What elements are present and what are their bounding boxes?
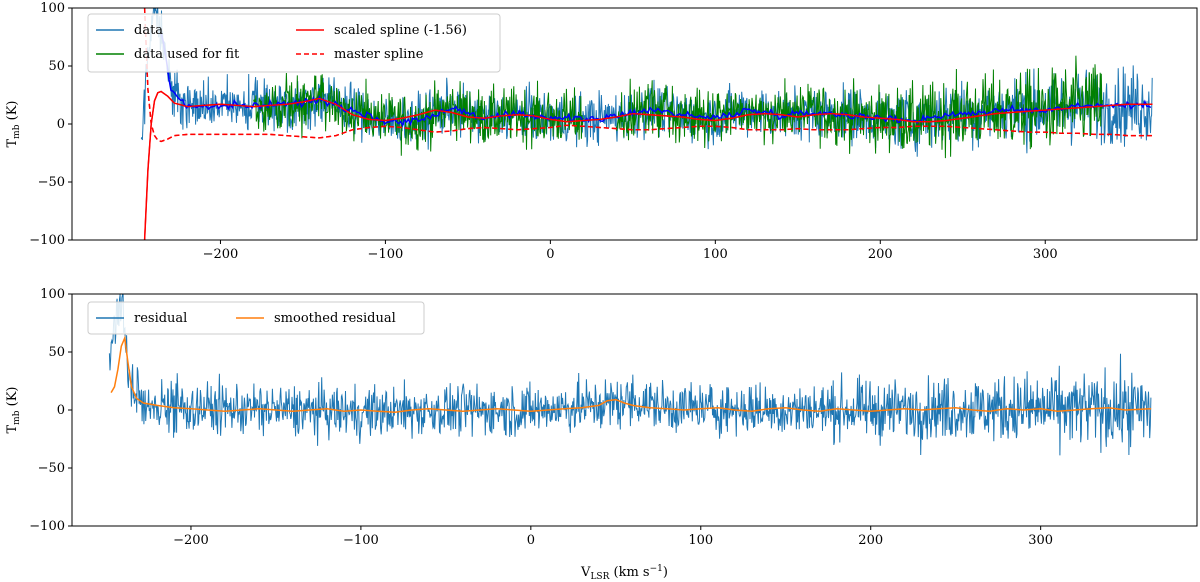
y-tick-label: 0: [57, 117, 65, 132]
plot-area: [108, 294, 1152, 456]
y-tick-label: 50: [48, 345, 65, 360]
y-tick-label: 0: [57, 403, 65, 418]
x-tick-label: 200: [868, 247, 893, 262]
legend-label: scaled spline (-1.56): [334, 23, 467, 38]
y-tick-label: −100: [29, 233, 65, 248]
series-residual: [108, 294, 1152, 456]
x-tick-label: 300: [1033, 247, 1058, 262]
x-tick-label: 300: [1028, 533, 1053, 548]
y-tick-label: 100: [40, 287, 65, 302]
series-data-used-for-fit-segment: [253, 72, 584, 156]
series-data-used-for-fit-segment: [615, 55, 1103, 159]
x-tick-label: 0: [527, 533, 535, 548]
legend-label: residual: [134, 311, 187, 326]
legend-label: data: [134, 23, 163, 38]
legend-label: data used for fit: [134, 47, 240, 62]
x-tick-label: −100: [343, 533, 379, 548]
x-tick-label: 200: [858, 533, 883, 548]
x-tick-label: −200: [203, 247, 239, 262]
x-tick-label: 100: [703, 247, 728, 262]
smoothed-data-line: [160, 33, 1152, 128]
x-axis-label: VLSR (km s−1): [580, 564, 668, 582]
y-tick-label: −100: [29, 519, 65, 534]
legend-label: master spline: [334, 47, 424, 62]
x-tick-label: −200: [173, 533, 209, 548]
x-tick-label: 100: [688, 533, 713, 548]
legend-label: smoothed residual: [274, 311, 396, 326]
legend-box: [87, 13, 501, 73]
plot-area: [140, 8, 1153, 240]
y-tick-label: 50: [48, 59, 65, 74]
top-panel: −200 −100 0 100 200 300 100 50 0 −50 −100 Tmb (K) da…: [5, 1, 1198, 262]
legend: residual smoothed residual: [87, 301, 425, 335]
y-axis-label: Tmb (K): [5, 101, 22, 148]
spline-overlay: [143, 90, 1153, 240]
legend: data data used for fit scaled spline (-1.5…: [87, 13, 501, 73]
bottom-panel: −200 −100 0 100 200 300 100 50 0 −50 −100 Tmb (K) VL…: [5, 287, 1198, 582]
x-tick-label: 0: [546, 247, 554, 262]
y-tick-label: −50: [38, 175, 65, 190]
y-tick-label: −50: [38, 461, 65, 476]
y-tick-label: 100: [40, 1, 65, 16]
x-tick-label: −100: [368, 247, 404, 262]
series-smoothed-residual: [110, 335, 1152, 414]
y-axis-label: Tmb (K): [5, 387, 22, 434]
spline-overlay: [143, 8, 1153, 143]
